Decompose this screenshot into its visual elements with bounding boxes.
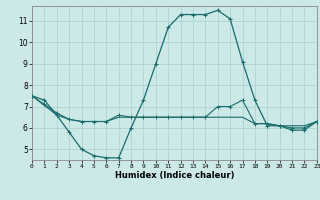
X-axis label: Humidex (Indice chaleur): Humidex (Indice chaleur): [115, 171, 234, 180]
